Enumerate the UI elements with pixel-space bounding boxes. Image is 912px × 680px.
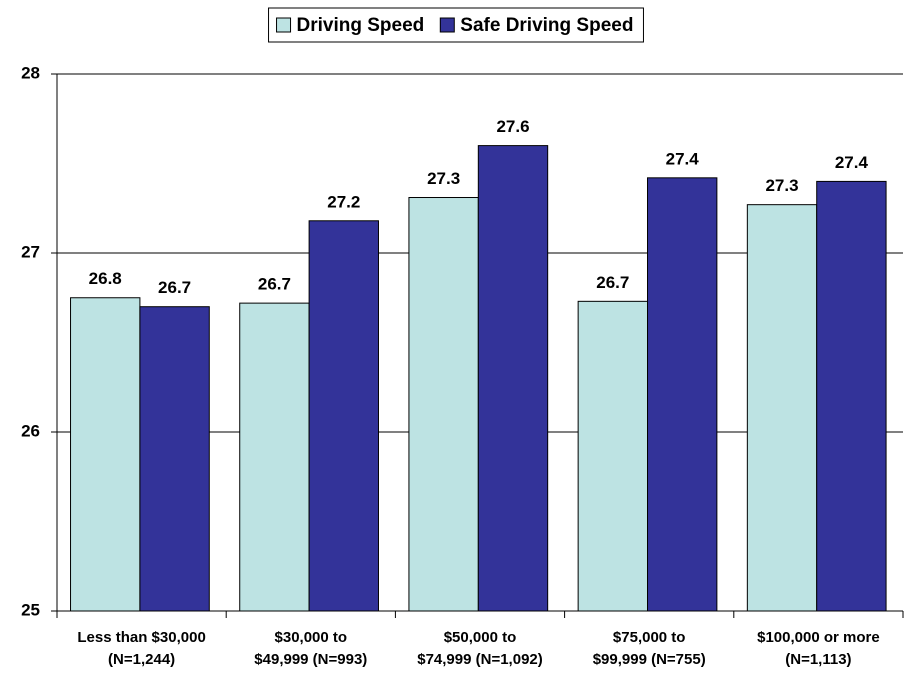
legend-swatch	[439, 17, 455, 33]
bar	[308, 220, 379, 612]
bar	[139, 306, 210, 612]
x-tick-label: $99,999 (N=755)	[593, 651, 706, 668]
x-tick-label: $49,999 (N=993)	[254, 651, 367, 668]
y-tick-label: 26	[21, 421, 40, 440]
value-label: 27.3	[427, 169, 460, 188]
x-tick-label: (N=1,244)	[108, 651, 175, 668]
bar	[477, 145, 549, 612]
x-tick-label: $75,000 to	[613, 629, 686, 646]
x-tick-label: $50,000 to	[444, 629, 517, 646]
bar	[408, 197, 479, 612]
x-tick-label: $100,000 or more	[757, 629, 880, 646]
legend-label: Safe Driving Speed	[460, 15, 633, 36]
value-label: 26.7	[258, 275, 291, 294]
value-label: 27.4	[666, 149, 700, 168]
x-tick-label: $74,999 (N=1,092)	[417, 651, 543, 668]
value-label: 27.6	[496, 117, 529, 136]
x-tick-label: Less than $30,000	[77, 629, 205, 646]
x-tick-label: (N=1,113)	[785, 651, 851, 668]
legend-label: Driving Speed	[297, 15, 425, 36]
bar	[70, 297, 141, 612]
value-label: 27.2	[327, 192, 360, 211]
bar	[746, 204, 818, 612]
bar	[577, 300, 649, 612]
bar	[816, 180, 887, 612]
value-label: 26.7	[596, 273, 629, 292]
y-tick-label: 25	[21, 600, 40, 619]
y-tick-label: 27	[21, 242, 40, 261]
bar	[239, 302, 310, 612]
value-label: 26.8	[89, 269, 122, 288]
bar	[647, 177, 718, 612]
value-label: 27.3	[765, 176, 798, 195]
value-label: 27.4	[835, 153, 869, 172]
y-tick-label: 28	[21, 63, 40, 82]
x-tick-label: $30,000 to	[275, 629, 348, 646]
legend-box	[268, 7, 644, 43]
legend-swatch	[276, 17, 292, 33]
value-label: 26.7	[158, 278, 191, 297]
